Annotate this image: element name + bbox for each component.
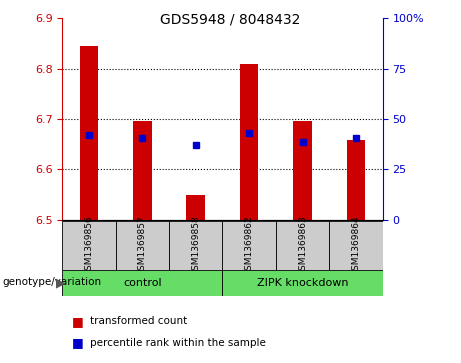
Bar (80, 46, 98, 220)
FancyBboxPatch shape (169, 221, 223, 270)
FancyBboxPatch shape (223, 270, 383, 296)
Bar (186, 195, 205, 220)
Text: GSM1369863: GSM1369863 (298, 216, 307, 276)
Text: GSM1369862: GSM1369862 (245, 216, 254, 276)
Text: ZIPK knockdown: ZIPK knockdown (257, 278, 348, 288)
FancyBboxPatch shape (223, 221, 276, 270)
Text: GDS5948 / 8048432: GDS5948 / 8048432 (160, 13, 301, 27)
FancyBboxPatch shape (276, 221, 329, 270)
Text: transformed count: transformed count (90, 316, 187, 326)
Text: GSM1369856: GSM1369856 (84, 216, 94, 276)
FancyBboxPatch shape (329, 221, 383, 270)
Text: ■: ■ (71, 337, 83, 350)
Bar (133, 121, 152, 220)
Bar (240, 65, 259, 220)
FancyBboxPatch shape (62, 221, 116, 270)
Text: control: control (123, 278, 162, 288)
Text: percentile rank within the sample: percentile rank within the sample (90, 338, 266, 348)
Text: genotype/variation: genotype/variation (2, 277, 101, 287)
Text: GSM1369858: GSM1369858 (191, 216, 200, 276)
Text: GSM1369857: GSM1369857 (138, 216, 147, 276)
FancyBboxPatch shape (116, 221, 169, 270)
Bar (347, 140, 365, 220)
Text: ▶: ▶ (56, 276, 66, 289)
FancyBboxPatch shape (62, 270, 223, 296)
Bar (293, 121, 312, 220)
Text: ■: ■ (71, 315, 83, 328)
Text: GSM1369864: GSM1369864 (351, 216, 361, 276)
